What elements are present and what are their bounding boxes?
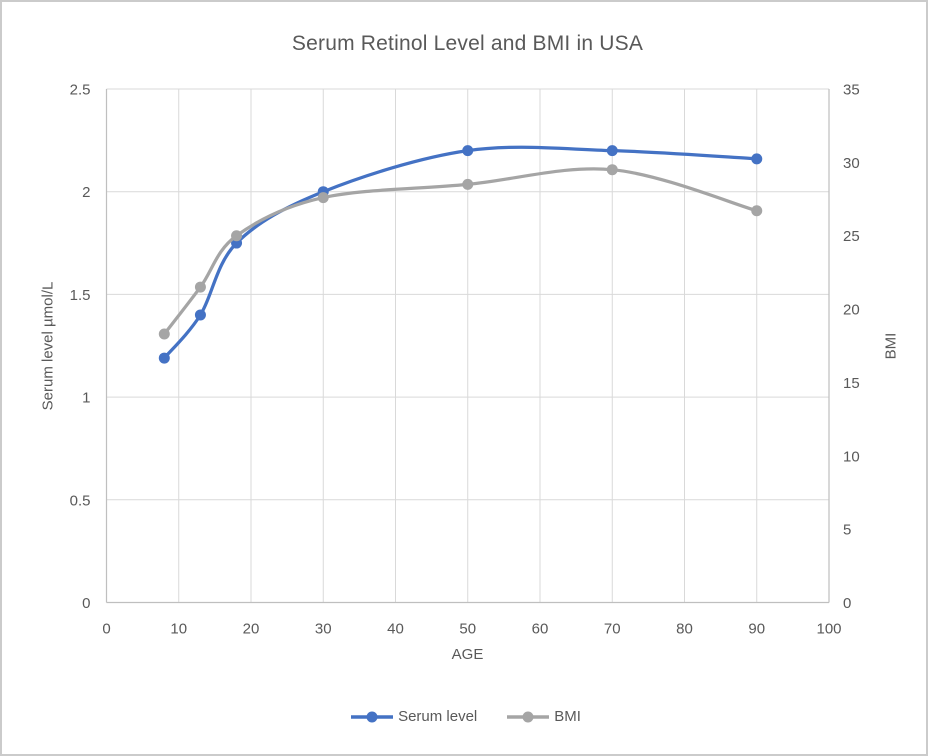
data-point-marker-bmi <box>317 192 329 204</box>
left-y-tick-label: 1 <box>82 390 90 407</box>
data-point-marker-bmi <box>231 230 243 242</box>
series-line-bmi <box>162 167 759 336</box>
x-tick-label: 30 <box>315 621 332 638</box>
right-y-tick-label: 30 <box>843 155 860 172</box>
left-axis-title: Serum level µmol/L <box>39 281 57 411</box>
right-y-tick-label: 10 <box>843 448 860 465</box>
data-point-marker-serum-level <box>751 153 763 165</box>
right-y-tick-label: 20 <box>843 302 860 319</box>
x-tick-label: 40 <box>387 621 404 638</box>
right-y-tick-label: 25 <box>843 228 860 245</box>
legend-label: Serum level <box>398 708 478 725</box>
right-axis-title: BMI <box>882 332 900 360</box>
x-tick-label: 10 <box>170 621 187 638</box>
legend-item-serum-level: Serum level <box>351 708 477 725</box>
x-tick-label: 60 <box>532 621 549 638</box>
left-y-tick-label: 0 <box>82 595 90 612</box>
data-point-marker-bmi <box>462 178 474 190</box>
series-line-serum-level <box>162 145 759 360</box>
x-tick-label: 0 <box>102 621 110 638</box>
right-y-tick-label: 0 <box>843 595 851 612</box>
data-point-marker-serum-level <box>194 309 206 321</box>
x-tick-label: 80 <box>676 621 693 638</box>
data-point-marker-bmi <box>751 205 763 217</box>
data-point-marker-bmi <box>158 328 170 340</box>
data-point-marker-serum-level <box>462 145 474 157</box>
data-point-marker-serum-level <box>158 352 170 364</box>
x-axis-title: AGE <box>451 646 484 663</box>
right-y-tick-label: 35 <box>843 82 860 99</box>
left-y-tick-label: 1.5 <box>70 287 91 304</box>
legend-label: BMI <box>554 708 581 725</box>
data-point-marker-bmi <box>194 281 206 293</box>
legend: Serum level BMI <box>2 708 926 725</box>
left-y-tick-label: 2.5 <box>70 82 91 99</box>
legend-marker-icon <box>351 711 394 722</box>
chart-title: Serum Retinol Level and BMI in USA <box>291 32 644 55</box>
legend-marker-icon <box>507 711 550 722</box>
right-y-tick-label: 15 <box>843 375 860 392</box>
x-tick-label: 100 <box>816 621 841 638</box>
data-point-marker-serum-level <box>606 145 618 157</box>
data-point-marker-bmi <box>606 164 618 176</box>
x-tick-label: 70 <box>604 621 621 638</box>
right-y-tick-label: 5 <box>843 522 851 539</box>
x-tick-label: 50 <box>459 621 476 638</box>
x-tick-label: 20 <box>243 621 260 638</box>
legend-item-bmi: BMI <box>507 708 581 725</box>
left-y-tick-label: 0.5 <box>70 492 91 509</box>
left-y-tick-label: 2 <box>82 184 90 201</box>
x-tick-label: 90 <box>748 621 765 638</box>
